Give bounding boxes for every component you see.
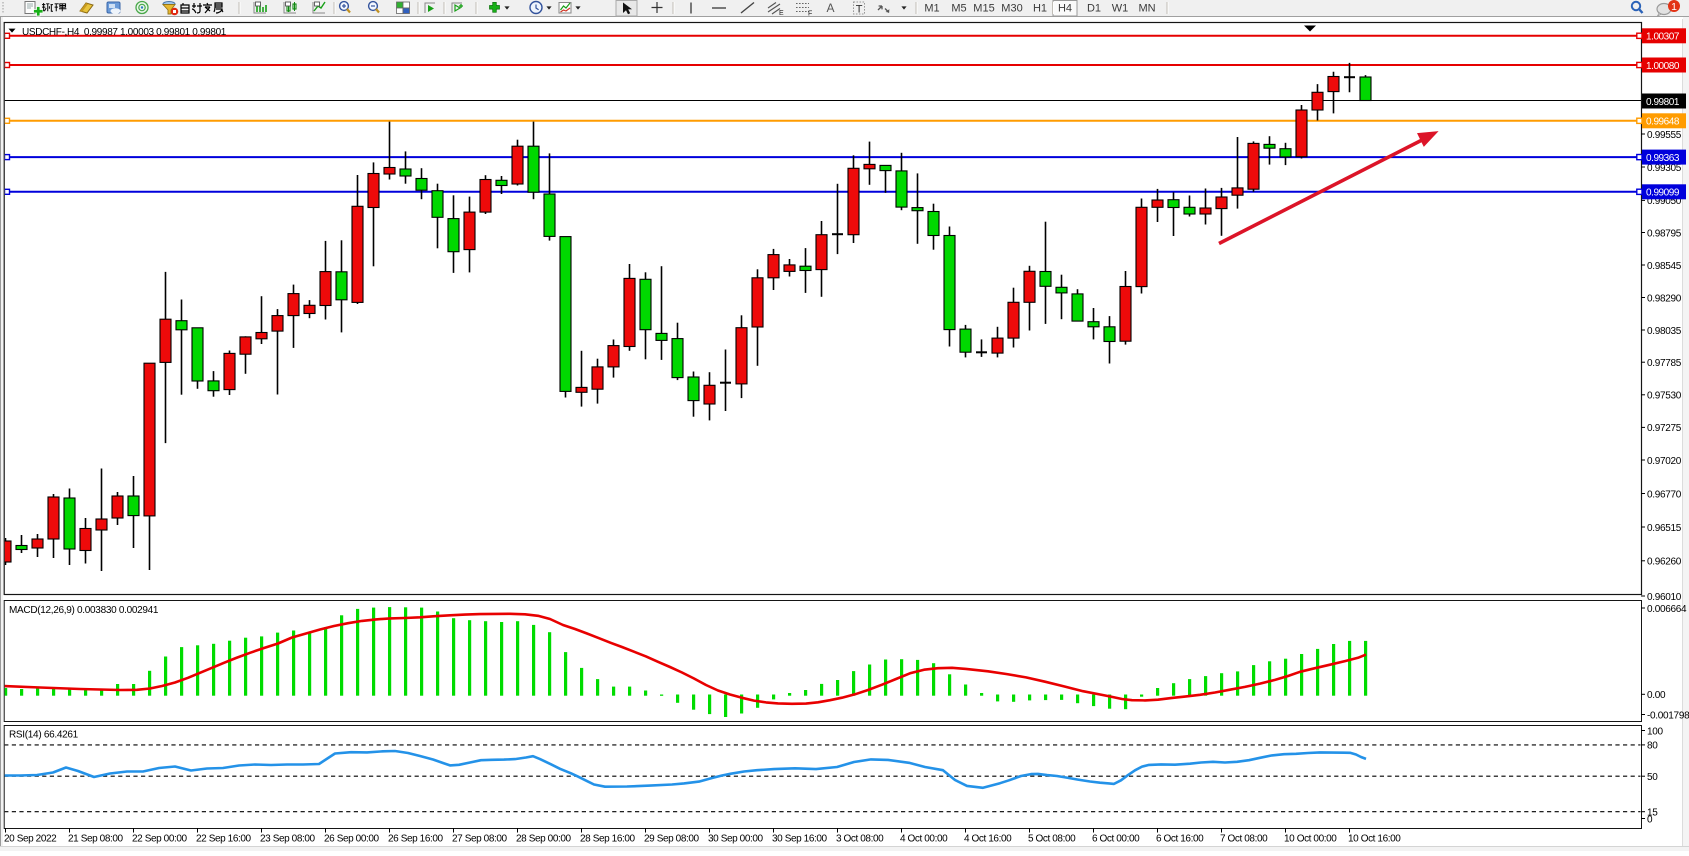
svg-text:1.00307: 1.00307	[1646, 32, 1680, 43]
svg-text:0.97785: 0.97785	[1647, 358, 1682, 369]
svg-text:0.99305: 0.99305	[1647, 163, 1682, 174]
svg-text:0.96515: 0.96515	[1647, 523, 1682, 534]
svg-text:50: 50	[1647, 772, 1658, 783]
svg-text:0.96010: 0.96010	[1647, 592, 1682, 603]
svg-text:0.006664: 0.006664	[1647, 604, 1687, 615]
svg-text:M30: M30	[1001, 3, 1022, 15]
svg-text:USDCHF-,H4 0.99987 1.00003 0.: USDCHF-,H4 0.99987 1.00003 0.99801 0.998…	[22, 27, 227, 38]
svg-text:0.99648: 0.99648	[1646, 117, 1680, 128]
svg-text:6 Oct 16:00: 6 Oct 16:00	[1156, 834, 1204, 845]
svg-text:M1: M1	[924, 3, 939, 15]
svg-text:0.97020: 0.97020	[1647, 456, 1682, 467]
svg-text:0.98545: 0.98545	[1647, 261, 1682, 272]
svg-text:30 Sep 16:00: 30 Sep 16:00	[772, 834, 828, 845]
svg-text:26 Sep 00:00: 26 Sep 00:00	[324, 834, 380, 845]
svg-text:RSI(14) 66.4261: RSI(14) 66.4261	[9, 730, 79, 741]
svg-text:W1: W1	[1112, 3, 1129, 15]
svg-text:0.96770: 0.96770	[1647, 489, 1682, 500]
svg-text:6 Oct 00:00: 6 Oct 00:00	[1092, 834, 1140, 845]
svg-text:22 Sep 00:00: 22 Sep 00:00	[132, 834, 188, 845]
svg-text:0.98795: 0.98795	[1647, 228, 1682, 239]
svg-text:A: A	[827, 1, 835, 15]
svg-text:0.99363: 0.99363	[1646, 153, 1680, 164]
svg-text:100: 100	[1647, 726, 1664, 737]
svg-text:0.98035: 0.98035	[1647, 326, 1682, 337]
svg-text:7 Oct 08:00: 7 Oct 08:00	[1220, 834, 1268, 845]
svg-text:M5: M5	[951, 3, 966, 15]
svg-text:1: 1	[1671, 1, 1677, 13]
svg-text:28 Sep 16:00: 28 Sep 16:00	[580, 834, 636, 845]
svg-text:T: T	[856, 4, 863, 16]
svg-text:MACD(12,26,9) 0.003830 0.00294: MACD(12,26,9) 0.003830 0.002941	[9, 605, 159, 616]
svg-text:29 Sep 08:00: 29 Sep 08:00	[644, 834, 700, 845]
svg-text:3 Oct 08:00: 3 Oct 08:00	[836, 834, 884, 845]
svg-text:0.97275: 0.97275	[1647, 423, 1682, 434]
svg-text:26 Sep 16:00: 26 Sep 16:00	[388, 834, 444, 845]
svg-text:0.99099: 0.99099	[1646, 188, 1680, 199]
svg-text:F: F	[808, 11, 812, 18]
svg-text:H1: H1	[1033, 3, 1047, 15]
svg-text:1.00080: 1.00080	[1646, 61, 1680, 72]
svg-text:4 Oct 16:00: 4 Oct 16:00	[964, 834, 1012, 845]
svg-text:80: 80	[1647, 741, 1658, 752]
svg-text:5 Oct 08:00: 5 Oct 08:00	[1028, 834, 1076, 845]
svg-text:0.96260: 0.96260	[1647, 557, 1682, 568]
svg-text:M15: M15	[973, 3, 994, 15]
svg-text:0.98290: 0.98290	[1647, 293, 1682, 304]
svg-text:10 Oct 16:00: 10 Oct 16:00	[1348, 834, 1401, 845]
svg-text:H4: H4	[1058, 3, 1072, 15]
svg-text:21 Sep 08:00: 21 Sep 08:00	[68, 834, 124, 845]
svg-text:MN: MN	[1138, 3, 1155, 15]
svg-text:23 Sep 08:00: 23 Sep 08:00	[260, 834, 316, 845]
svg-text:30 Sep 00:00: 30 Sep 00:00	[708, 834, 764, 845]
svg-text:-0.001798: -0.001798	[1647, 710, 1689, 721]
svg-text:0.99555: 0.99555	[1647, 130, 1682, 141]
svg-text:20 Sep 2022: 20 Sep 2022	[4, 834, 57, 845]
svg-text:15: 15	[1647, 808, 1658, 819]
svg-text:22 Sep 16:00: 22 Sep 16:00	[196, 834, 252, 845]
svg-text:27 Sep 08:00: 27 Sep 08:00	[452, 834, 508, 845]
svg-text:E: E	[779, 10, 784, 17]
svg-text:0.97530: 0.97530	[1647, 391, 1682, 402]
svg-text:D1: D1	[1087, 3, 1101, 15]
svg-text:10 Oct 00:00: 10 Oct 00:00	[1284, 834, 1337, 845]
svg-text:4 Oct 00:00: 4 Oct 00:00	[900, 834, 948, 845]
svg-text:28 Sep 00:00: 28 Sep 00:00	[516, 834, 572, 845]
svg-text:0.00: 0.00	[1647, 690, 1666, 701]
svg-text:0.99801: 0.99801	[1646, 97, 1680, 108]
svg-text:0.99050: 0.99050	[1647, 196, 1682, 207]
svg-text:0: 0	[1647, 814, 1653, 825]
